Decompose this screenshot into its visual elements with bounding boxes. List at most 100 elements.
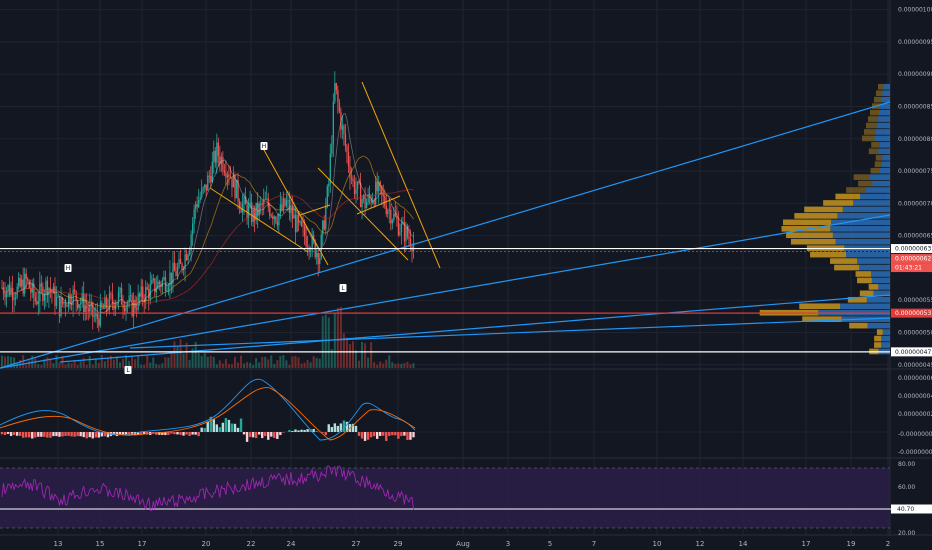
volume-bar <box>109 355 112 368</box>
candle-body <box>190 234 192 251</box>
candle-body <box>394 213 397 217</box>
candle-body <box>207 175 209 191</box>
volume-bar <box>376 364 379 368</box>
date-tick-label: 15 <box>96 540 105 548</box>
candle-body <box>316 253 318 258</box>
volume-bar <box>388 355 391 368</box>
price-tick-label: 0.00000050 <box>898 329 932 336</box>
volume-bar <box>37 364 40 368</box>
candle-body <box>107 307 109 310</box>
candle-body <box>19 277 21 287</box>
candle-body <box>67 294 70 307</box>
date-tick-label: 5 <box>548 540 552 548</box>
macd-hist <box>170 432 173 434</box>
volume-bar <box>397 363 400 368</box>
candle-body <box>164 276 167 291</box>
macd-hist <box>64 432 67 436</box>
volume-bars <box>1 306 415 368</box>
candle-body <box>93 316 95 318</box>
macd-hist <box>363 432 367 441</box>
volume-bar <box>306 359 309 368</box>
profile-bar <box>859 264 890 271</box>
candle-body <box>43 294 46 301</box>
candle-body <box>378 181 380 192</box>
macd-hist <box>158 432 161 435</box>
candle-body <box>201 188 203 197</box>
candle-body <box>372 200 374 203</box>
profile-bar <box>862 135 875 142</box>
candle-body <box>290 207 292 214</box>
macd-hist <box>276 432 279 439</box>
macd-hist <box>73 432 76 437</box>
volume-bar <box>209 355 212 368</box>
macd-hist <box>70 432 73 437</box>
candle-body <box>232 174 235 188</box>
candle-body <box>225 173 227 178</box>
candle-body <box>284 198 286 206</box>
candle-body <box>5 290 8 298</box>
volume-bar <box>373 362 376 368</box>
macd-hist <box>375 432 379 439</box>
candle-body <box>329 153 331 184</box>
current-price-tag: 0.00000063 <box>895 246 931 253</box>
volume-bar <box>40 364 43 368</box>
macd-hist <box>369 432 373 438</box>
macd-hist <box>254 432 258 439</box>
candle-body <box>296 215 298 232</box>
candle-body <box>167 286 170 290</box>
candle-body <box>288 200 291 214</box>
candle-body <box>61 297 64 304</box>
macd-tick-label: 0.00000002 <box>898 411 932 418</box>
pattern-line <box>299 204 331 216</box>
candle-body <box>84 305 86 313</box>
candle-body <box>223 170 226 174</box>
macd-hist <box>121 432 125 436</box>
candle-body <box>181 263 183 270</box>
candle-body <box>305 236 307 247</box>
date-tick-label: 19 <box>847 540 856 548</box>
volume-bar <box>385 359 388 368</box>
macd-hist <box>248 432 252 438</box>
profile-bar <box>875 129 890 135</box>
macd-hist <box>379 432 382 436</box>
volume-bar <box>218 360 221 368</box>
countdown-tag: 01:43:21 <box>895 265 922 272</box>
pattern-line <box>317 167 409 261</box>
candle-body <box>101 302 103 308</box>
candle-body <box>403 222 406 242</box>
candle-body <box>48 288 50 296</box>
candle-body <box>160 284 162 287</box>
rsi-pane <box>0 465 932 529</box>
volume-bar <box>382 363 385 368</box>
ma-line <box>1 113 414 314</box>
candle-body <box>37 301 40 305</box>
candle-body <box>272 215 274 219</box>
volume-bar <box>309 362 312 368</box>
macd-hist <box>327 424 330 432</box>
macd-hist <box>288 430 291 432</box>
volume-bar <box>400 363 403 368</box>
volume-bar <box>221 363 224 368</box>
macd-hist <box>324 432 327 435</box>
current-price-tag-bg <box>891 244 932 254</box>
macd-hist <box>3 432 7 436</box>
volume-bar <box>324 314 327 368</box>
volume-bar <box>361 341 364 368</box>
candle-body <box>87 308 89 312</box>
candle-body <box>33 283 35 298</box>
macd-tick-label: 0.00000006 <box>898 375 932 382</box>
candle-body <box>281 204 283 210</box>
macd-hist <box>406 432 409 441</box>
volume-bar <box>4 356 7 368</box>
candle-body <box>155 288 158 293</box>
candle-body <box>390 209 392 224</box>
volume-bar <box>52 363 55 368</box>
volume-bar <box>348 344 351 368</box>
candle-body <box>384 196 386 206</box>
candle-body <box>158 281 161 285</box>
volume-bar <box>403 363 406 368</box>
macd-hist <box>264 432 267 437</box>
macd-hist <box>218 427 222 432</box>
volume-bar <box>119 362 121 368</box>
